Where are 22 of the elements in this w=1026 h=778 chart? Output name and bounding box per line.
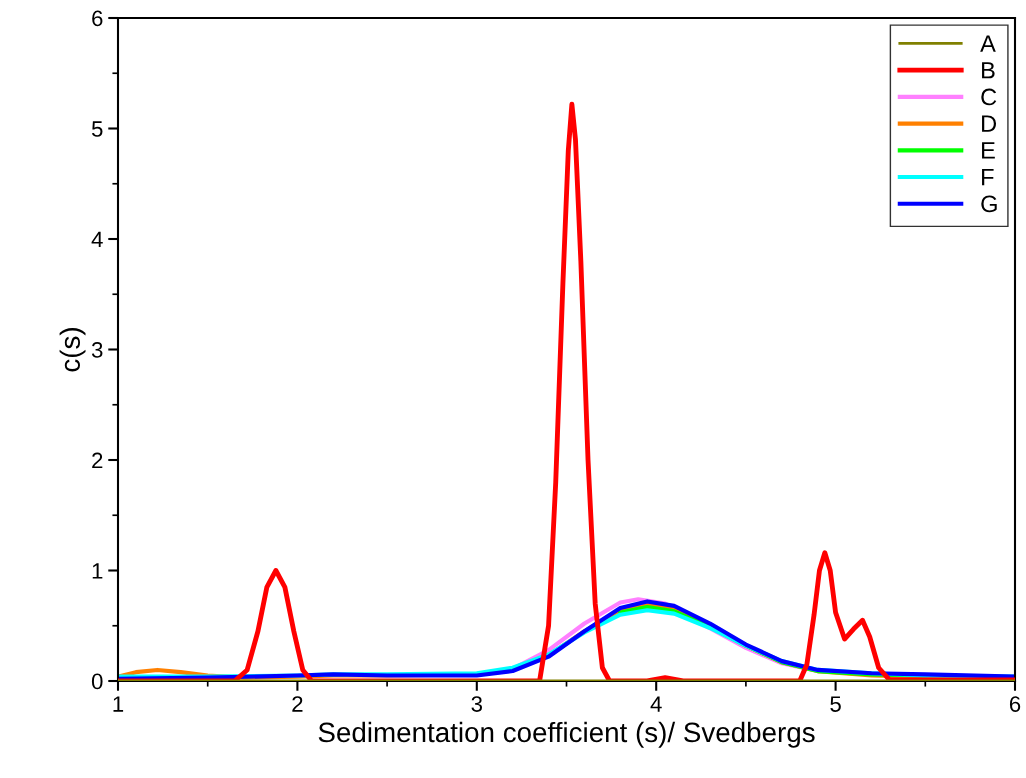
- legend-label: F: [982, 169, 994, 186]
- x-axis-title: Sedimentation coefficient (s)/ Svedbergs: [318, 721, 815, 748]
- y-tick-label: 5: [91, 121, 103, 137]
- y-tick-label: 4: [91, 231, 103, 248]
- x-tick-label: 2: [292, 696, 303, 712]
- y-tick-label: 3: [91, 342, 103, 358]
- x-tick-label: 4: [650, 696, 662, 712]
- x-tick-label: 3: [471, 696, 482, 712]
- legend-label: C: [981, 88, 997, 106]
- legend-label: A: [980, 35, 996, 52]
- y-tick-label: 2: [92, 452, 103, 469]
- x-tick-label: 6: [1009, 696, 1021, 712]
- y-tick-label: 1: [92, 563, 103, 579]
- legend-label: E: [982, 142, 995, 159]
- y-tick-label: 6: [92, 10, 103, 27]
- legend-label: B: [982, 62, 995, 79]
- x-tick-label: 1: [113, 696, 124, 712]
- x-tick-label: 5: [830, 696, 841, 712]
- legend-label: G: [981, 195, 997, 213]
- y-axis-title: c(s): [59, 328, 86, 372]
- y-tick-label: 0: [91, 673, 103, 690]
- legend-label: D: [982, 115, 997, 132]
